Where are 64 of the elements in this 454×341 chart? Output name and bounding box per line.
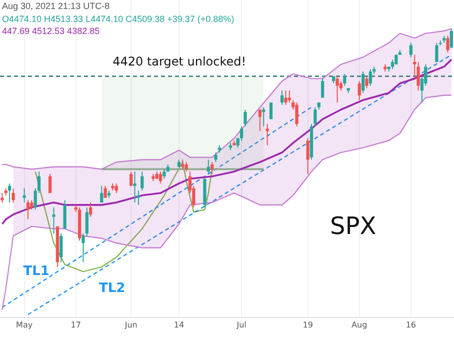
candlestick (181, 159, 184, 170)
candlestick (158, 171, 162, 184)
x-tick-label: Aug (352, 320, 368, 330)
candlestick (365, 76, 368, 89)
candlestick (12, 188, 15, 204)
candlestick (184, 162, 188, 172)
candlestick (206, 159, 210, 174)
text: Aug 30, 2021 21:13 UTC-8 (2, 1, 110, 11)
annotation: 447.69 4512.53 4382.85 (2, 26, 100, 36)
candlestick (262, 106, 266, 127)
candlestick (48, 173, 52, 194)
x-tick-label: Jun (124, 320, 138, 330)
candlestick (450, 28, 453, 48)
series-label: TL1 (23, 264, 50, 279)
candlestick (358, 80, 361, 101)
series-label: TL2 (98, 280, 126, 296)
candlestick (240, 126, 244, 142)
candlestick (435, 42, 438, 62)
candlestick (8, 182, 12, 204)
candlestick (130, 171, 133, 186)
candlestick (210, 162, 214, 174)
candlestick (368, 68, 372, 86)
candlestick (409, 42, 412, 58)
candlestick (314, 106, 317, 127)
candlestick (100, 185, 104, 204)
x-tick-label: 19 (302, 320, 313, 330)
candlestick (162, 168, 166, 180)
ref-line-label: 4420 target unlocked! (112, 54, 246, 68)
x-tick-label: Jul (236, 320, 246, 330)
x-tick-label: 17 (70, 320, 81, 330)
candlestick (104, 185, 107, 198)
candlestick (63, 200, 66, 230)
candlestick (140, 171, 144, 192)
candlestick (52, 206, 56, 234)
candlestick (258, 109, 262, 132)
candlestick (89, 202, 92, 218)
candlestick (306, 138, 310, 174)
candlestick (361, 70, 365, 94)
candlestick (295, 102, 298, 127)
candlestick (266, 123, 269, 146)
candlestick (390, 59, 394, 70)
candlestick (214, 152, 218, 163)
candlestick (280, 90, 284, 106)
candlestick (22, 188, 26, 204)
candlestick (336, 76, 339, 103)
candlestick (343, 73, 346, 86)
candlestick (114, 182, 118, 194)
x-tick-label: 14 (174, 320, 184, 330)
text: O4474.10 H4513.33 L4474.10 C4509.38 +39.37 (+0.88%) (2, 14, 234, 24)
candlestick (446, 35, 450, 53)
x-tick-label: 16 (406, 320, 416, 330)
candlestick (320, 78, 324, 98)
candlestick (288, 90, 291, 103)
candlestick (284, 90, 288, 106)
candlestick (26, 200, 30, 220)
candlestick (85, 206, 88, 236)
candlestick (82, 233, 85, 263)
candlestick (244, 109, 247, 127)
annotation: SPX (330, 212, 376, 240)
candlestick (30, 200, 34, 210)
x-tick-label: May (16, 320, 33, 330)
candlestick (0, 192, 4, 204)
candlestick (133, 171, 136, 204)
candlestick (60, 233, 63, 263)
